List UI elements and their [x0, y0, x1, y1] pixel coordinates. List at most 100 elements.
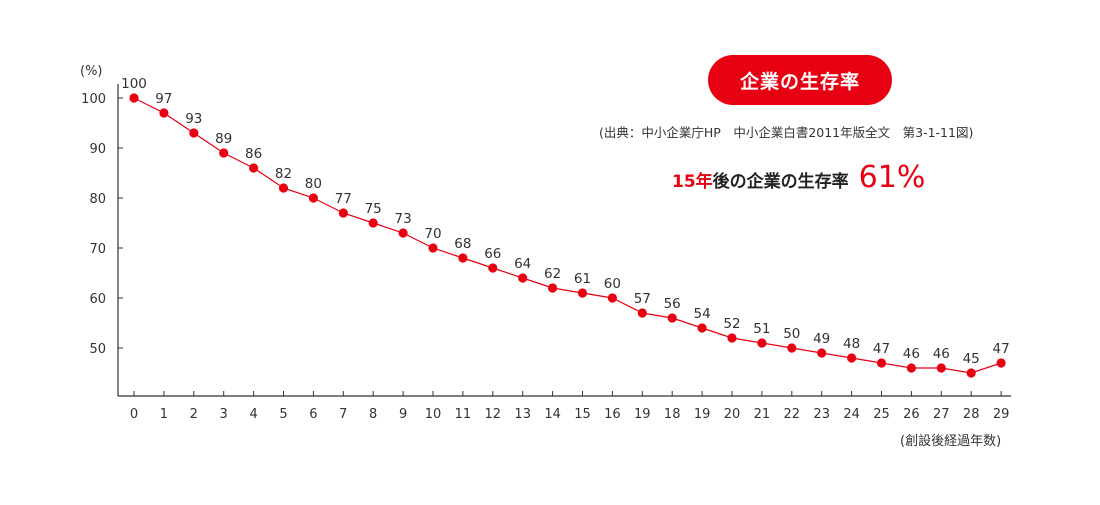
data-point: [876, 358, 887, 368]
y-tick-label: 100: [81, 92, 106, 107]
data-point: [159, 108, 169, 118]
x-tick-label: 7: [339, 407, 347, 422]
data-label: 52: [723, 316, 740, 332]
data-label: 62: [544, 266, 561, 282]
x-tick-label: 16: [604, 407, 621, 422]
y-tick-label: 90: [89, 142, 106, 157]
data-point: [458, 253, 468, 263]
data-label: 47: [873, 341, 890, 357]
x-tick-label: 11: [455, 407, 472, 422]
y-tick-label: 50: [89, 342, 106, 357]
data-label: 66: [484, 246, 501, 262]
data-label: 97: [155, 91, 172, 107]
data-point: [518, 273, 528, 283]
x-tick-label: 23: [813, 407, 830, 422]
x-tick-label: 27: [933, 407, 950, 422]
axes: [117, 84, 1012, 397]
data-label: 80: [305, 176, 322, 192]
x-tick-label: 5: [279, 407, 287, 422]
x-tick-label: 3: [220, 407, 228, 422]
data-label: 100: [121, 76, 147, 92]
data-point: [428, 243, 438, 253]
headline-text: 後の企業の生存率: [712, 172, 849, 192]
x-tick-label: 21: [754, 407, 771, 422]
data-label: 77: [335, 191, 352, 207]
x-tick-label: 25: [873, 407, 890, 422]
data-label: 45: [963, 351, 980, 367]
data-point: [338, 208, 348, 218]
data-point: [548, 283, 558, 293]
x-tick-label: 10: [425, 407, 442, 422]
data-point: [996, 358, 1006, 368]
x-tick-label: 2: [190, 407, 198, 422]
source-citation: (出典：中小企業庁HP 中小企業白書2011年版全文 第3-1-11図): [599, 125, 974, 140]
data-point: [906, 363, 917, 373]
data-point: [787, 343, 797, 353]
data-label: 60: [604, 276, 621, 292]
x-tick-label: 20: [724, 407, 741, 422]
data-points: [129, 93, 1006, 378]
data-label: 46: [903, 346, 920, 362]
x-axis-label: (創設後経過年数): [900, 434, 1002, 449]
data-label: 47: [993, 341, 1010, 357]
x-tick-label: 19: [694, 407, 711, 422]
x-tick-label: 22: [784, 407, 801, 422]
x-tick-label: 0: [130, 407, 138, 422]
data-point: [757, 338, 767, 348]
x-tick-label: 8: [369, 407, 377, 422]
x-tick-label: 14: [544, 407, 561, 422]
data-label: 86: [245, 146, 262, 162]
data-point: [219, 148, 229, 158]
x-tick-label: 12: [485, 407, 502, 422]
x-tick-label: 9: [399, 407, 407, 422]
data-point: [189, 128, 199, 138]
chart-title: 企業の生存率: [739, 70, 860, 93]
data-label: 82: [275, 166, 292, 182]
y-axis-unit: (%): [80, 64, 103, 79]
data-point: [697, 323, 707, 333]
data-point: [577, 288, 588, 298]
data-point: [847, 353, 857, 363]
data-label: 73: [395, 211, 412, 227]
data-point: [727, 333, 737, 343]
data-point: [966, 368, 976, 378]
data-point: [129, 93, 139, 103]
data-point: [488, 263, 498, 273]
data-point: [249, 163, 259, 173]
data-label: 51: [753, 321, 770, 337]
y-tick-label: 70: [89, 242, 106, 257]
data-label: 57: [634, 291, 651, 307]
data-label: 75: [365, 201, 382, 217]
series-line: [133, 97, 1002, 374]
data-point: [936, 363, 946, 373]
data-point: [817, 348, 827, 358]
y-tick-label: 60: [89, 292, 106, 307]
data-label: 64: [514, 256, 531, 272]
data-label: 49: [813, 331, 830, 347]
data-point: [667, 313, 677, 323]
data-point: [398, 228, 408, 238]
x-tick-label: 13: [514, 407, 531, 422]
x-tick-label: 15: [574, 407, 591, 422]
data-point: [308, 193, 318, 203]
data-label: 68: [454, 236, 471, 252]
data-label: 46: [933, 346, 950, 362]
x-tick-label: 6: [309, 407, 317, 422]
data-point: [368, 218, 378, 228]
data-labels: 100 97 93 89 86 82 80 77 75 73 70 68 66 64 62 61 60 57 56 5…: [121, 76, 1010, 367]
headline: 15年 後の企業の生存率 61%: [672, 160, 925, 195]
data-label: 70: [424, 226, 441, 242]
data-label: 56: [664, 296, 681, 312]
data-point: [637, 308, 647, 318]
x-tick-label: 26: [903, 407, 920, 422]
survival-rate-line: [133, 97, 1002, 374]
headline-value: 61%: [858, 160, 926, 195]
data-point: [278, 183, 289, 193]
data-label: 61: [574, 271, 591, 287]
y-tick-label: 80: [89, 192, 106, 207]
chart-title-badge: 企業の生存率: [708, 55, 892, 105]
data-label: 89: [215, 131, 232, 147]
headline-years: 15年: [672, 172, 713, 192]
data-label: 54: [694, 306, 711, 322]
